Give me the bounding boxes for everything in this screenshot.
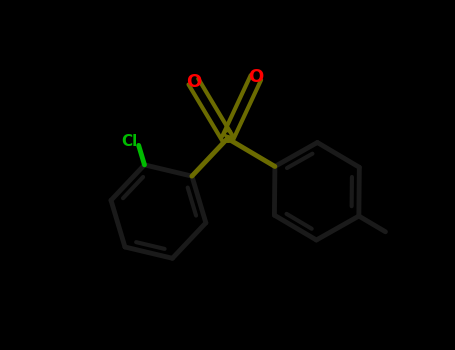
Text: S: S xyxy=(222,130,233,147)
Text: O: O xyxy=(248,69,263,86)
Text: Cl: Cl xyxy=(121,134,137,149)
Text: O: O xyxy=(186,72,201,91)
